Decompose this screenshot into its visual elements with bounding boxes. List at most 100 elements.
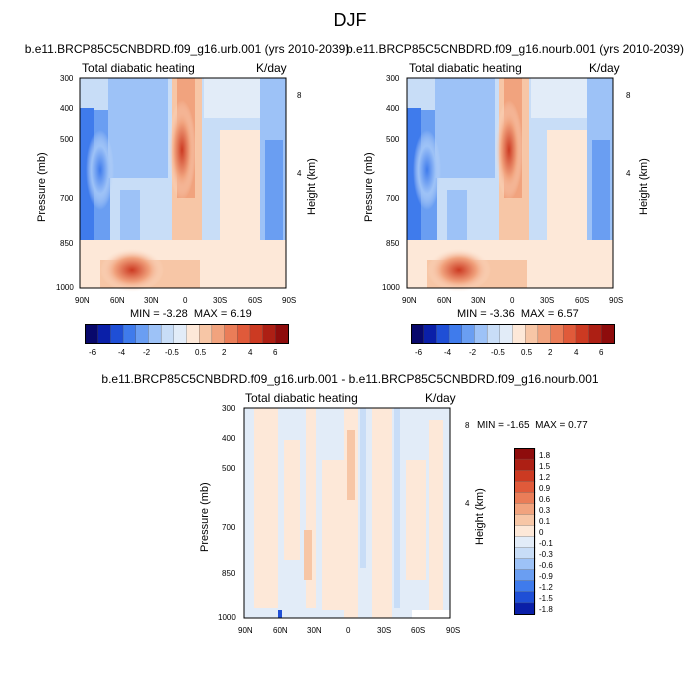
panel2-colorbar-cell (499, 324, 513, 344)
panel2-cbl-0: -6 (415, 348, 423, 357)
panel1-ytick-1000: 1000 (56, 283, 74, 292)
panel1-cbl-7: 6 (273, 348, 278, 357)
panel1-max-value: 6.19 (230, 308, 252, 320)
panel2-y2tick-8: 8 (626, 91, 631, 100)
panel2-colorbar-cells (411, 324, 615, 344)
panel1-minmax: MIN = -3.28 MAX = 6.19 (130, 308, 252, 320)
panel3-colorbar-cell (514, 525, 536, 537)
panel2-ytick-700: 700 (386, 194, 400, 203)
panel3-plot (243, 407, 451, 619)
panel2-title: b.e11.BRCP85C5CNBDRD.f09_g16.nourb.001 (… (346, 42, 684, 56)
panel1-cbl-6: 4 (248, 348, 253, 357)
panel3-left-label: Total diabatic heating (245, 391, 358, 405)
panel3-cbl-1: 1.5 (539, 462, 551, 471)
panel3-minmax: MIN = -1.65 MAX = 0.77 (477, 420, 588, 431)
panel3-colorbar-cell (514, 547, 536, 560)
panel2-ytick-300: 300 (386, 74, 400, 83)
panel3-cbl-13: -1.5 (539, 594, 553, 603)
panel2-minmax: MIN = -3.36 MAX = 6.57 (457, 308, 579, 320)
panel1-colorbar-cell (262, 324, 276, 344)
panel2-ytick-500: 500 (386, 135, 400, 144)
panel3-y2tick-4: 4 (465, 499, 470, 508)
panel1-xtick-90N: 90N (75, 296, 90, 305)
figure-title: DJF (333, 10, 367, 30)
panel1-colorbar-cell (110, 324, 124, 344)
panel3-ytick-500: 500 (222, 464, 236, 473)
panel2-colorbar-cell (461, 324, 475, 344)
panel3-colorbar-cell (514, 569, 536, 582)
panel2-colorbar-cell (436, 324, 450, 344)
panel1-colorbar-cell (85, 324, 99, 344)
panel1-ylabel: Pressure (mb) (36, 152, 48, 222)
panel2-xtick-60S: 60S (575, 296, 590, 305)
panel2-cbl-4: 0.5 (521, 348, 533, 357)
panel1-colorbar-cell (249, 324, 264, 344)
panel3-colorbar-cell (514, 503, 536, 515)
panel3-cbl-9: -0.3 (539, 550, 553, 559)
panel3-max-value: 0.77 (568, 420, 588, 431)
panel1-colorbar-cell (173, 324, 187, 344)
panel1-xtick-0: 0 (183, 296, 188, 305)
panel1-colorbar-cells (85, 324, 289, 344)
panel3-cbl-8: -0.1 (539, 539, 553, 548)
panel3-cbl-5: 0.3 (539, 506, 551, 515)
panel3-colorbar-cell (514, 514, 536, 526)
panel3-xtick-60N: 60N (273, 626, 288, 635)
panel3-colorbar-cell (514, 469, 536, 482)
panel1-cbl-1: -4 (118, 348, 126, 357)
panel2-max-value: 6.57 (557, 308, 579, 320)
panel1-units-label: K/day (256, 61, 287, 75)
panel2-cbl-5: 2 (548, 348, 553, 357)
panel2-colorbar-cell (550, 324, 564, 344)
panel2-colorbar-cell (512, 324, 526, 344)
panel3-ylabel: Pressure (mb) (199, 482, 211, 552)
panel1-colorbar-cell (160, 324, 175, 344)
panel3-xtick-0: 0 (346, 626, 351, 635)
panel3-cbl-10: -0.6 (539, 561, 553, 570)
panel2-colorbar-cell (537, 324, 552, 344)
panel1-cbl-3: -0.5 (165, 348, 179, 357)
panel3-colorbar-labels: 1.8 1.5 1.2 0.9 0.6 0.3 0.1 0 -0.1 -0.3 … (539, 448, 579, 618)
panel1-cbl-4: 0.5 (195, 348, 207, 357)
panel3-cbl-4: 0.6 (539, 495, 551, 504)
panel1-xtick-30N: 30N (144, 296, 159, 305)
panel2-y2tick-4: 4 (626, 169, 631, 178)
panel3-colorbar (514, 448, 536, 615)
panel3-ytick-400: 400 (222, 434, 236, 443)
panel3-cbl-14: -1.8 (539, 605, 553, 614)
panel3-xtick-30N: 30N (307, 626, 322, 635)
panel1-ytick-300: 300 (60, 74, 74, 83)
panel2-xtick-90N: 90N (402, 296, 417, 305)
panel3-min-value: -1.65 (506, 420, 530, 431)
panel2-colorbar-cell (575, 324, 590, 344)
panel3-y2tick-8: 8 (465, 421, 470, 430)
panel3-cbl-6: 0.1 (539, 517, 551, 526)
panel3-cbl-0: 1.8 (539, 451, 551, 460)
panel2-min-label: MIN = (457, 308, 487, 320)
panel3-colorbar-cell (514, 458, 536, 471)
panel3-colorbar-cell (514, 602, 536, 615)
panel3-colorbar-cell (514, 558, 536, 571)
panel2-cbl-3: -0.5 (491, 348, 505, 357)
panel1-ytick-700: 700 (60, 194, 74, 203)
panel2-colorbar-cell (423, 324, 437, 344)
panel1-xtick-30S: 30S (213, 296, 228, 305)
panel1-colorbar-cell (148, 324, 162, 344)
panel1-xtick-60N: 60N (110, 296, 125, 305)
panel2-colorbar-cell (563, 324, 577, 344)
panel2-cbl-2: -2 (469, 348, 477, 357)
panel1-frame (79, 77, 287, 289)
panel2-min-value: -3.36 (489, 308, 515, 320)
panel3-xtick-90S: 90S (446, 626, 461, 635)
panel3-cbl-12: -1.2 (539, 583, 553, 592)
panel1-colorbar-cell (122, 324, 137, 344)
panel1-xtick-60S: 60S (248, 296, 263, 305)
panel2-colorbar-cell (474, 324, 488, 344)
panel1-ytick-400: 400 (60, 104, 74, 113)
panel2-xtick-30N: 30N (471, 296, 486, 305)
panel2-colorbar-cell (411, 324, 425, 344)
panel2-colorbar-cell (486, 324, 501, 344)
panel2-colorbar-cell (448, 324, 463, 344)
panel3-xtick-30S: 30S (377, 626, 392, 635)
panel2-colorbar-cell (525, 324, 539, 344)
